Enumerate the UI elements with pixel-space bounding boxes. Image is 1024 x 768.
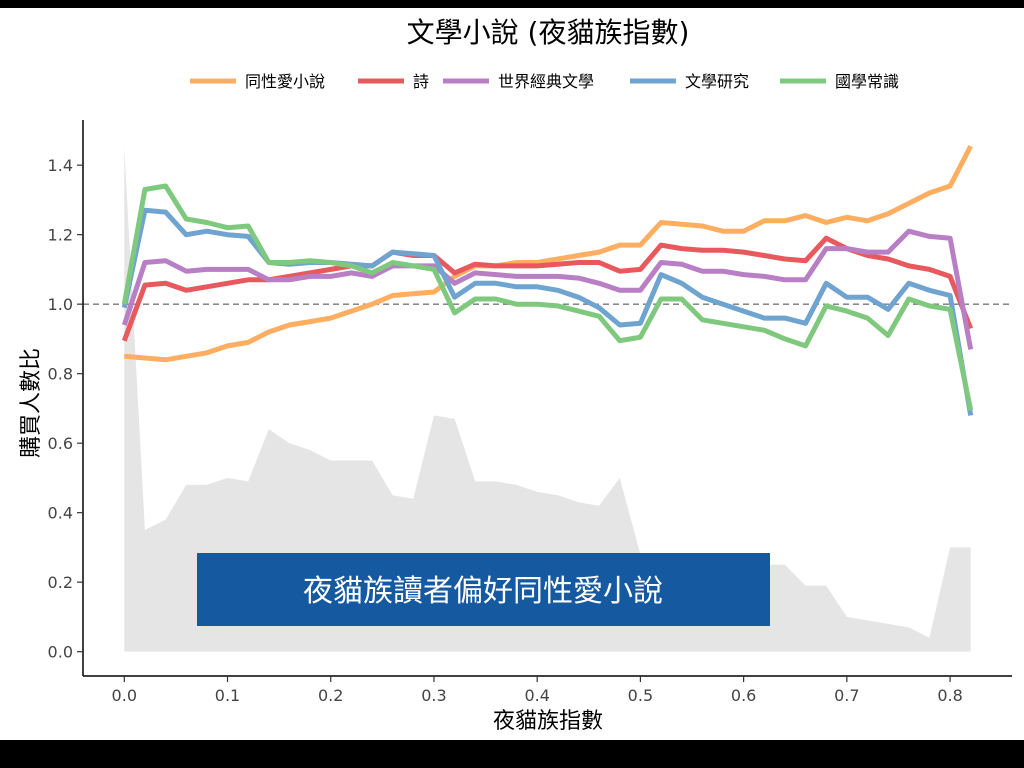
series-line-5 (121, 183, 974, 411)
legend-label-4: 文學研究 (685, 72, 749, 91)
annotation-background (197, 553, 770, 626)
annotation-box: 夜貓族讀者偏好同性愛小說 (197, 553, 770, 626)
y-tick-label: 0.6 (48, 434, 73, 453)
x-tick-label: 0.3 (421, 686, 446, 705)
y-tick-label: 0.0 (48, 643, 73, 662)
chart-title: 文學小說 (夜貓族指數) (407, 16, 690, 49)
legend: 同性愛小說 詩 世界經典文學 文學研究 國學常識 (190, 72, 899, 91)
legend-label-3: 世界經典文學 (498, 72, 594, 91)
series-line-1 (124, 144, 973, 363)
legend-label-5: 國學常識 (835, 72, 899, 91)
x-tick-label: 0.5 (628, 686, 653, 705)
legend-label-2: 詩 (413, 72, 429, 91)
y-tick-label: 1.2 (48, 226, 73, 245)
y-tick-label: 0.8 (48, 365, 73, 384)
legend-label-1: 同性愛小說 (245, 72, 325, 91)
annotation-text: 夜貓族讀者偏好同性愛小說 (303, 574, 663, 609)
y-tick-label: 1.0 (48, 295, 73, 314)
series-line-3 (121, 228, 974, 350)
chart-svg: 文學小說 (夜貓族指數) 同性愛小說 詩 世界經典文學 文學研究 國學常識 0.0 0.1… (19, 16, 1012, 734)
chart-frame: 文學小說 (夜貓族指數) 同性愛小說 詩 世界經典文學 文學研究 國學常識 0.0 0.1… (0, 8, 1024, 740)
plot-area: 0.0 0.1 0.2 0.3 0.4 0.5 0.6 0.7 0.8 0.0 0.2 0.4 0.6 0… (48, 120, 1012, 705)
x-tick-label: 0.1 (215, 686, 240, 705)
y-tick-label: 0.4 (48, 504, 73, 523)
x-tick-label: 0.0 (112, 686, 137, 705)
y-axis-label: 購買人數比 (19, 348, 44, 458)
x-axis-label: 夜貓族指數 (493, 709, 603, 734)
x-tick-label: 0.6 (731, 686, 756, 705)
background-area (124, 147, 971, 652)
x-tick-label: 0.2 (318, 686, 343, 705)
y-tick-label: 0.2 (48, 573, 73, 592)
x-tick-label: 0.7 (834, 686, 859, 705)
x-tick-label: 0.8 (937, 686, 962, 705)
y-tick-label: 1.4 (48, 156, 73, 175)
x-tick-label: 0.4 (524, 686, 549, 705)
